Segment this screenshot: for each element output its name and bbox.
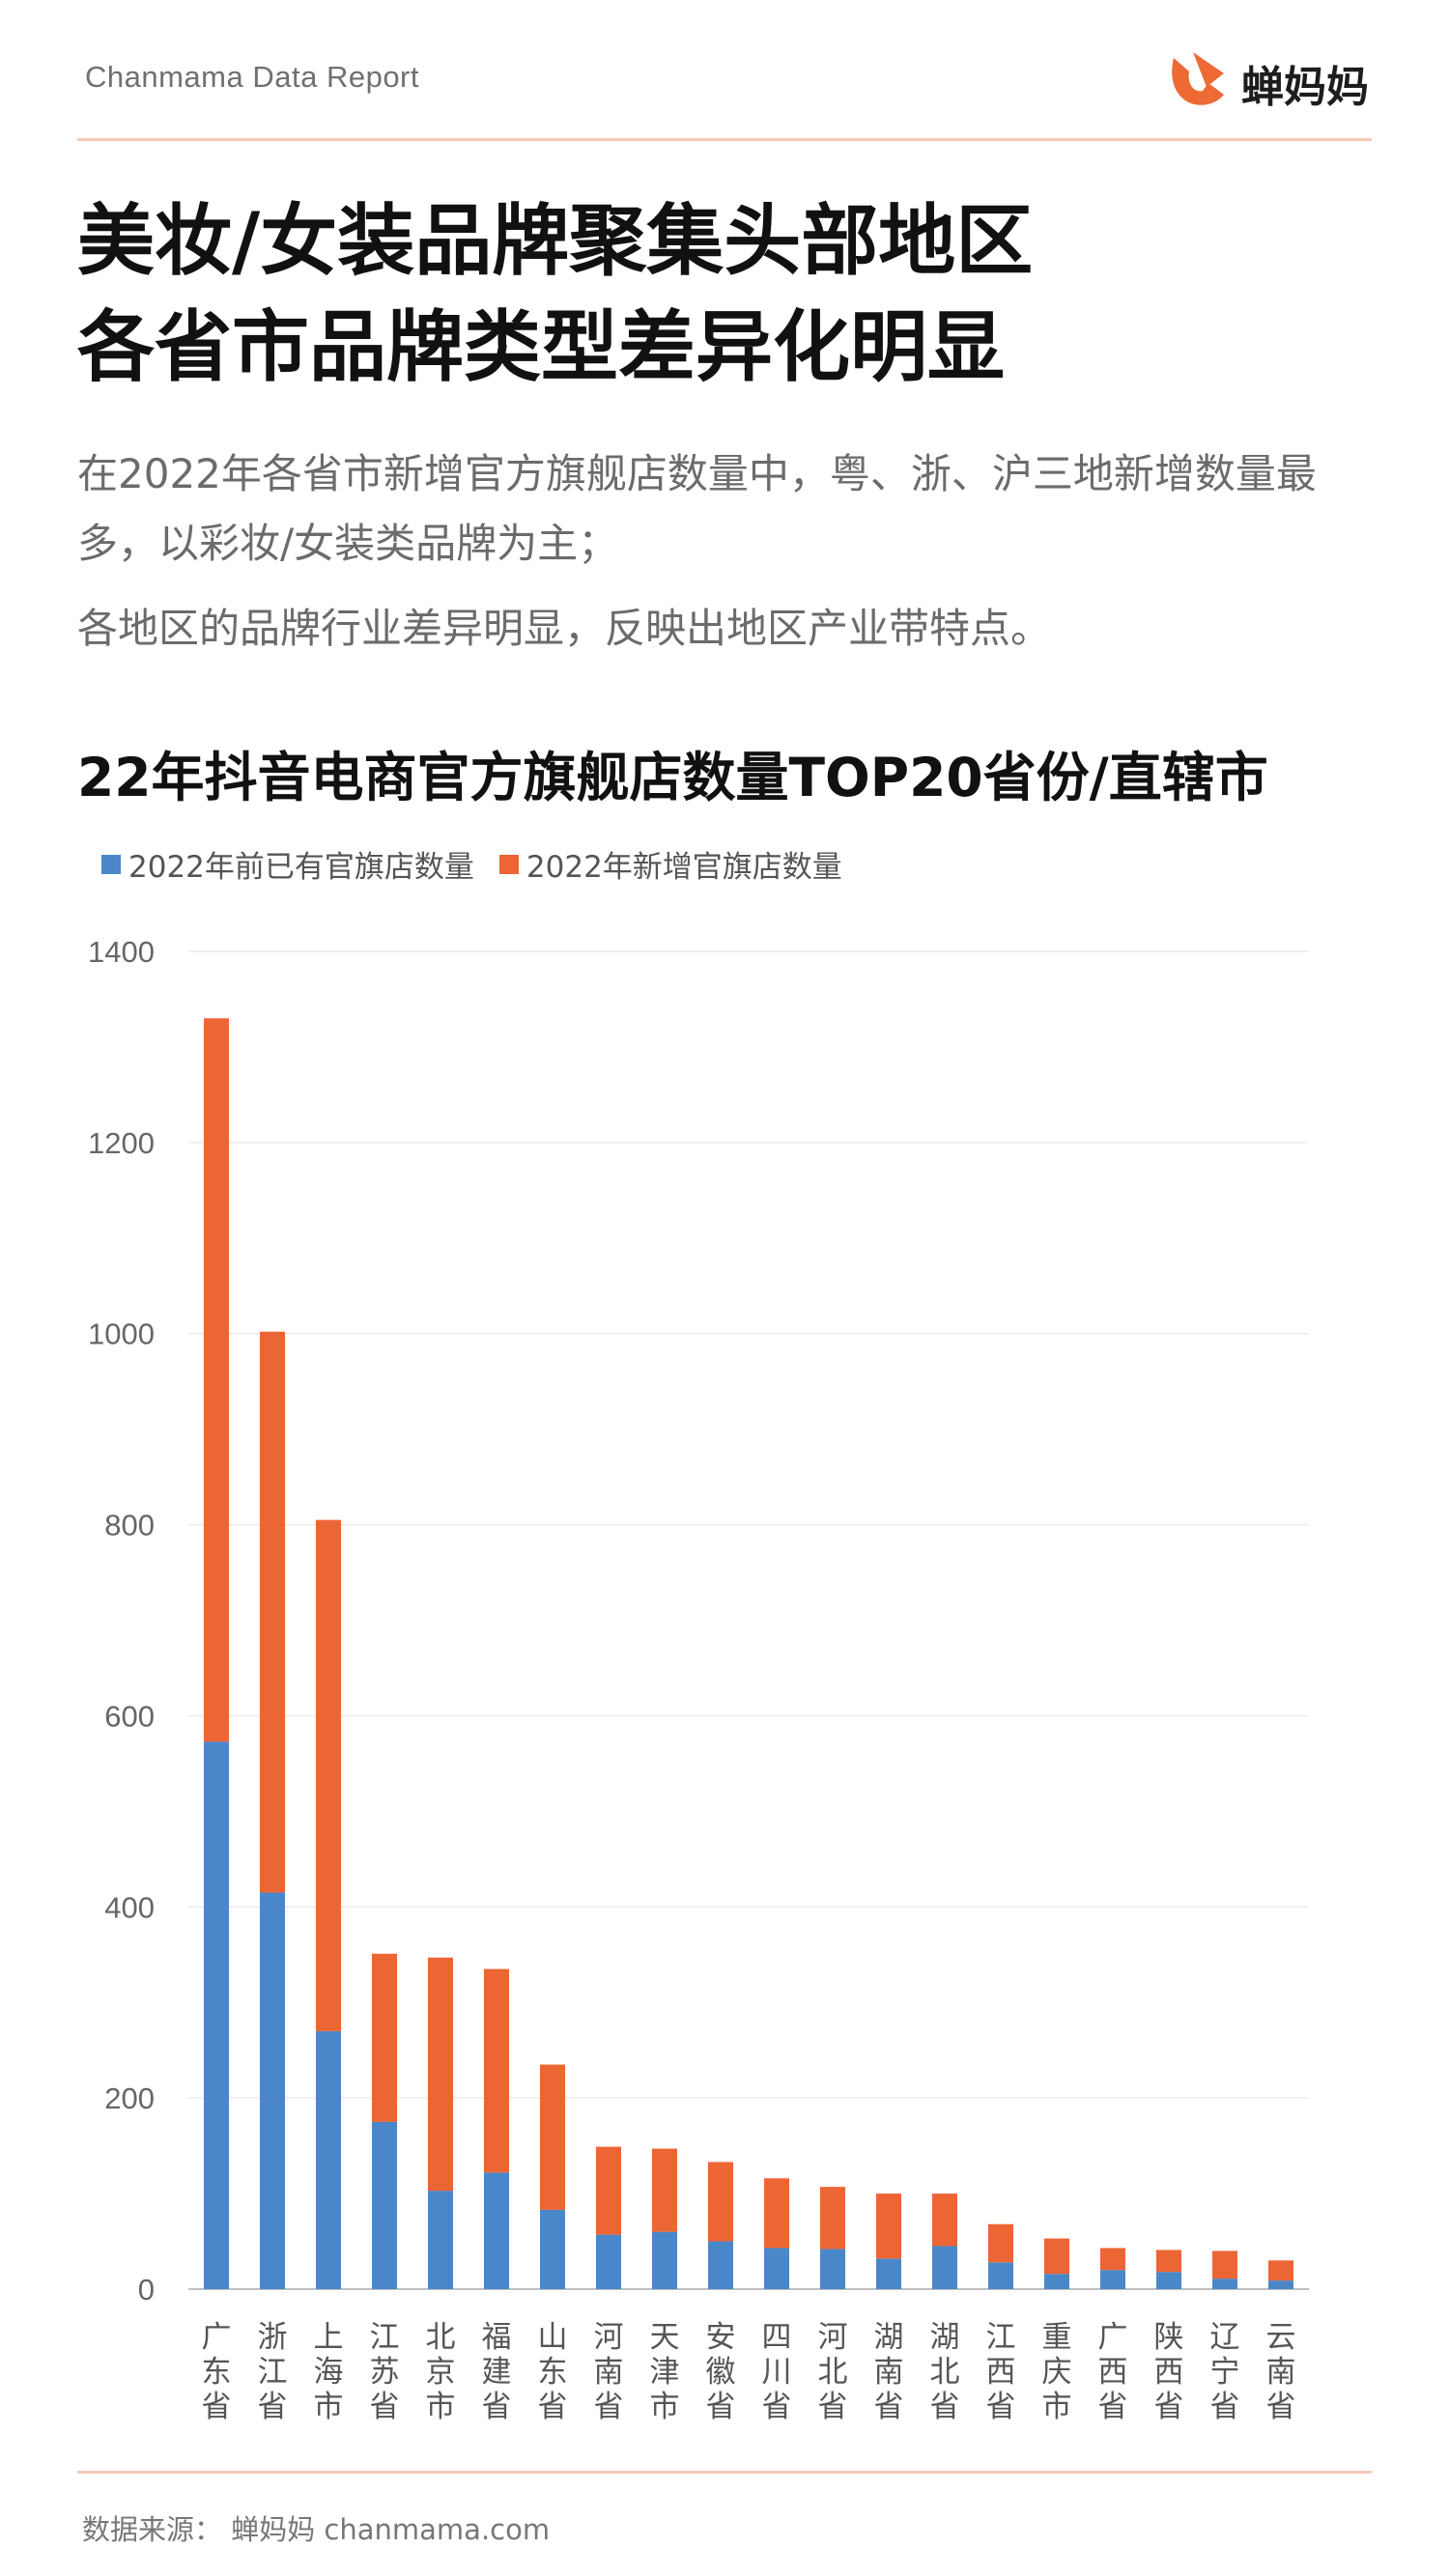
x-tick-label: 辽宁省 (1210, 2320, 1240, 2424)
bar-new (428, 1957, 453, 2192)
bar-new (484, 1968, 509, 2173)
bar-existing (1268, 2280, 1293, 2289)
bar-existing (204, 1741, 229, 2289)
y-tick-label: 1200 (88, 1126, 155, 1160)
y-tick-label: 0 (138, 2273, 155, 2307)
page-title-line-1: 美妆/女装品牌聚集头部地区 (77, 196, 1034, 286)
y-tick-label: 1000 (88, 1317, 155, 1351)
bar-existing (372, 2121, 397, 2289)
x-tick-label: 浙江省 (258, 2320, 288, 2424)
bar-new (1212, 2250, 1237, 2279)
y-tick-label: 600 (104, 1699, 155, 1733)
summary-paragraph-1: 在2022年各省市新增官方旗舰店数量中，粤、浙、沪三地新增数量最多，以彩妆/女装… (77, 450, 1317, 567)
bar-existing (1156, 2272, 1181, 2289)
x-tick-label: 北京市 (426, 2320, 456, 2424)
chanmama-logo-icon (1172, 52, 1224, 105)
bar-new (540, 2064, 565, 2210)
y-tick-label: 200 (104, 2081, 155, 2115)
bar-existing (652, 2231, 677, 2289)
bar-existing (484, 2172, 509, 2289)
page-title: 美妆/女装品牌聚集头部地区 各省市品牌类型差异化明显 (77, 188, 1372, 401)
stacked-bar-chart: 0 200 400 600 800 1000 1200 1400 广东省浙江省上海市江苏省北京市… (88, 935, 1309, 2424)
x-tick-label: 广东省 (202, 2320, 232, 2424)
x-tick-label: 重庆市 (1042, 2320, 1072, 2424)
chart-title: 22年抖音电商官方旗舰店数量TOP20省份/直辖市 (77, 747, 1268, 808)
bar-new (596, 2146, 621, 2235)
bar-existing (1212, 2279, 1237, 2289)
header-divider (77, 138, 1372, 141)
bar-existing (876, 2258, 901, 2289)
legend-swatch-existing (101, 854, 121, 874)
x-tick-label: 上海市 (314, 2320, 344, 2424)
bar-new (260, 1331, 285, 1893)
bar-existing (260, 1892, 285, 2289)
bar-existing (764, 2248, 789, 2289)
bar-existing (708, 2241, 733, 2289)
bar-existing (596, 2234, 621, 2289)
chanmama-logo: 蝉妈妈 (1164, 41, 1377, 118)
summary-paragraph-2: 各地区的品牌行业差异明显，反映出地区产业带特点。 (77, 605, 1052, 652)
legend-label-new: 2022年新增官旗店数量 (526, 850, 842, 885)
bar-new (932, 2194, 957, 2247)
bar-existing (1100, 2270, 1125, 2289)
bar-new (1100, 2248, 1125, 2271)
x-tick-label: 河南省 (594, 2320, 624, 2424)
y-tick-label: 800 (104, 1509, 155, 1543)
bar-new (820, 2187, 845, 2250)
bar-new (988, 2223, 1013, 2263)
data-source: 数据来源： 蝉妈妈 chanmama.com (82, 2513, 551, 2546)
legend-item-existing: 2022年前已有官旗店数量 (101, 842, 474, 886)
bar-existing (988, 2262, 1013, 2289)
x-tick-label: 云南省 (1266, 2320, 1296, 2424)
bar-new (1044, 2238, 1069, 2275)
bar-existing (540, 2209, 565, 2289)
bar-new (1156, 2250, 1181, 2273)
legend-swatch-new (498, 854, 519, 874)
bar-existing (820, 2249, 845, 2289)
x-tick-label: 陕西省 (1154, 2320, 1184, 2424)
x-tick-label: 河北省 (818, 2320, 848, 2424)
bar-existing (932, 2246, 957, 2289)
chart-legend: 2022年前已有官旗店数量 2022年新增官旗店数量 (101, 842, 842, 886)
x-tick-label: 湖北省 (930, 2320, 960, 2424)
x-tick-label: 广西省 (1098, 2320, 1128, 2424)
x-tick-label: 山东省 (538, 2320, 568, 2424)
x-tick-label: 安徽省 (706, 2320, 736, 2424)
x-tick-label: 四川省 (762, 2320, 792, 2424)
summary-text: 在2022年各省市新增官方旗舰店数量中，粤、浙、沪三地新增数量最多，以彩妆/女装… (77, 439, 1372, 679)
bar-existing (1044, 2274, 1069, 2289)
bar-new (204, 1018, 229, 1742)
bar-new (876, 2194, 901, 2259)
x-tick-label: 福建省 (482, 2320, 512, 2424)
report-brand: Chanmama Data Report (85, 60, 419, 94)
bar-new (764, 2178, 789, 2249)
logo-text: 蝉妈妈 (1241, 63, 1369, 112)
x-tick-label: 湖南省 (874, 2320, 904, 2424)
bar-new (652, 2148, 677, 2232)
y-tick-label: 1400 (88, 935, 155, 969)
page-title-line-2: 各省市品牌类型差异化明显 (77, 302, 1005, 392)
bar-new (1268, 2260, 1293, 2281)
legend-label-existing: 2022年前已有官旗店数量 (128, 850, 474, 885)
footer-divider (77, 2471, 1372, 2474)
bar-existing (316, 2030, 341, 2289)
bar-new (372, 1953, 397, 2122)
y-tick-label: 400 (104, 1890, 155, 1924)
bar-new (708, 2162, 733, 2242)
x-tick-label: 天津市 (650, 2320, 680, 2424)
legend-item-new: 2022年新增官旗店数量 (498, 842, 842, 886)
x-tick-label: 江苏省 (370, 2320, 400, 2424)
bar-new (316, 1519, 341, 2031)
bar-existing (428, 2191, 453, 2289)
x-tick-label: 江西省 (986, 2320, 1016, 2424)
